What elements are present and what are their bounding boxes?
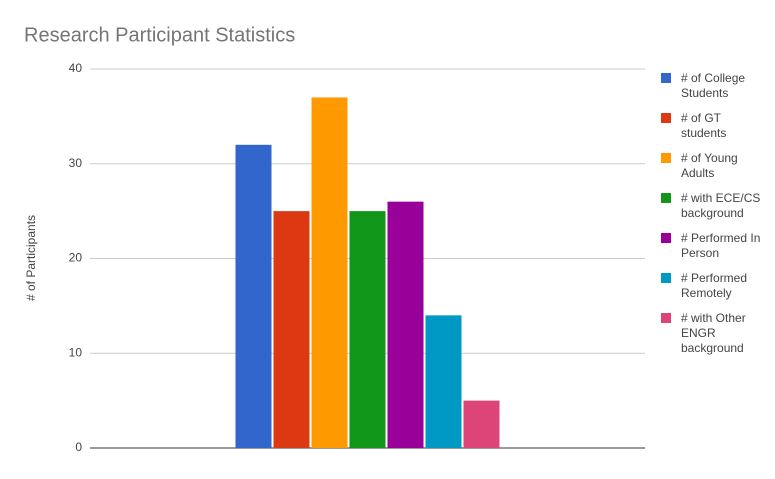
y-tick-label: 30 bbox=[69, 156, 83, 170]
legend-label: # of GT students bbox=[681, 111, 727, 140]
bar bbox=[349, 211, 386, 448]
y-tick-label: 10 bbox=[69, 345, 83, 359]
bar bbox=[463, 400, 500, 448]
legend-swatch bbox=[661, 153, 671, 163]
bar bbox=[311, 97, 348, 449]
bar bbox=[235, 144, 272, 449]
bar bbox=[387, 201, 424, 448]
legend-swatch bbox=[661, 313, 671, 323]
y-tick-label: 0 bbox=[75, 440, 82, 454]
legend-swatch bbox=[661, 193, 671, 203]
legend-label: # Performed Remotely bbox=[681, 271, 748, 300]
legend-label: # with ECE/CS background bbox=[681, 191, 761, 220]
y-tick-label: 20 bbox=[69, 251, 83, 265]
legend-swatch bbox=[661, 233, 671, 243]
legend-swatch bbox=[661, 273, 671, 283]
legend-label: # of College Students bbox=[681, 71, 746, 100]
legend-label: # with Other ENGR background bbox=[681, 311, 746, 355]
legend-label: # Performed In Person bbox=[681, 231, 761, 260]
legend-swatch bbox=[661, 113, 671, 123]
legend-label: # of Young Adults bbox=[681, 151, 738, 180]
bar bbox=[425, 315, 462, 448]
y-tick-label: 40 bbox=[69, 61, 83, 75]
chart-title: Research Participant Statistics bbox=[24, 24, 295, 46]
y-axis-label: # of Participants bbox=[24, 215, 38, 301]
legend-swatch bbox=[661, 73, 671, 83]
bar bbox=[273, 211, 310, 448]
